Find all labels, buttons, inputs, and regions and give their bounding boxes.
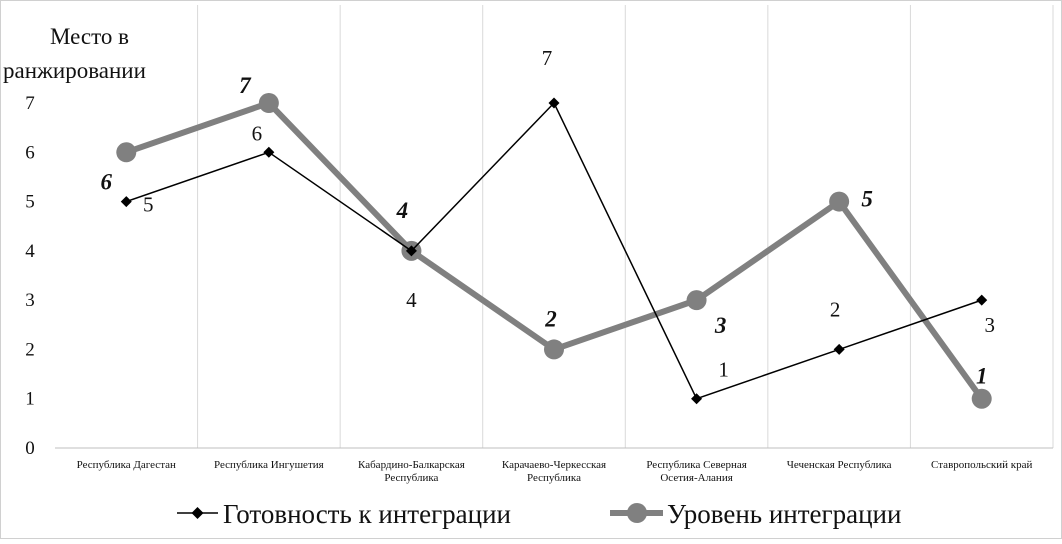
data-label-readiness: 6 xyxy=(252,121,263,145)
point-readiness xyxy=(405,245,417,257)
data-label-readiness: 7 xyxy=(542,46,553,70)
y-tick-label: 2 xyxy=(25,339,35,360)
y-tick-label: 1 xyxy=(25,389,35,410)
data-label-integration: 2 xyxy=(544,306,557,331)
y-axis-label-line-2: ранжировании xyxy=(3,58,146,83)
data-label-integration: 7 xyxy=(239,73,252,98)
data-label-readiness: 5 xyxy=(143,193,154,217)
legend: Готовность к интеграции Уровень интеграц… xyxy=(177,499,901,529)
point-readiness xyxy=(833,343,845,355)
x-tick-label: Республика Ингушетия xyxy=(214,459,324,471)
point-readiness xyxy=(976,294,988,306)
grid-lines xyxy=(197,5,1054,448)
point-readiness xyxy=(120,196,132,208)
y-tick-labels: 0 1 2 3 4 5 6 7 xyxy=(25,93,35,459)
series-lines xyxy=(116,93,992,409)
legend-label-readiness: Готовность к интеграции xyxy=(223,499,511,529)
x-tick-label: Республика xyxy=(527,472,581,484)
data-label-readiness: 4 xyxy=(406,288,417,312)
y-tick-label: 6 xyxy=(25,142,35,163)
x-tick-label: Осетия-Алания xyxy=(660,472,732,484)
legend-label-integration: Уровень интеграции xyxy=(667,499,901,529)
data-label-readiness: 2 xyxy=(830,297,841,321)
point-integration xyxy=(544,339,564,360)
x-tick-label: Ставропольский край xyxy=(931,459,1032,471)
data-label-integration: 5 xyxy=(861,187,873,212)
point-readiness xyxy=(691,393,703,405)
point-integration xyxy=(686,290,707,311)
x-tick-label: Чеченская Республика xyxy=(787,459,892,471)
y-tick-label: 5 xyxy=(25,192,35,213)
data-label-readiness: 3 xyxy=(984,313,995,337)
point-readiness xyxy=(548,97,560,109)
point-readiness xyxy=(263,146,275,158)
point-integration xyxy=(258,93,279,113)
y-tick-label: 3 xyxy=(25,290,35,311)
point-integration xyxy=(116,142,137,163)
x-tick-label: Кабардино-Балкарская xyxy=(358,459,465,471)
x-tick-labels: Республика Дагестан Республика Ингушетия К… xyxy=(77,459,1033,484)
data-label-integration: 4 xyxy=(396,198,409,223)
x-tick-label: Карачаево-Черкесская xyxy=(502,459,606,471)
x-tick-label: Республика xyxy=(384,472,438,484)
y-tick-label: 7 xyxy=(25,93,35,114)
data-label-integration: 3 xyxy=(714,313,727,338)
data-label-integration: 6 xyxy=(101,169,113,194)
legend-marker-readiness xyxy=(191,507,204,519)
legend-marker-integration xyxy=(627,503,647,523)
point-integration xyxy=(971,388,992,409)
x-tick-label: Республика Дагестан xyxy=(77,459,176,471)
point-integration xyxy=(829,191,850,212)
y-axis-label-line-1: Место в xyxy=(50,24,129,49)
data-label-readiness: 1 xyxy=(718,358,729,382)
y-tick-label: 4 xyxy=(25,241,35,262)
data-label-integration: 1 xyxy=(976,364,988,389)
y-tick-label: 0 xyxy=(25,438,35,459)
x-tick-label: Республика Северная xyxy=(646,459,746,471)
